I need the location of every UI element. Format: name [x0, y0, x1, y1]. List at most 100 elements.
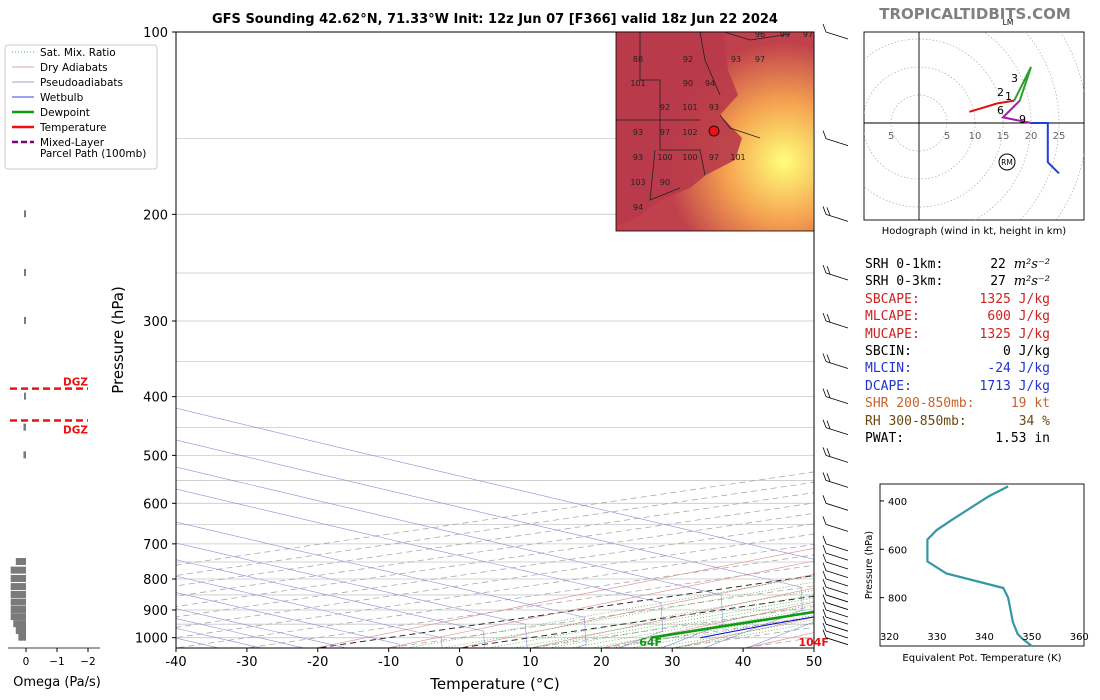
omega-tick-label: −1	[49, 656, 64, 668]
wind-barb-flag	[822, 622, 827, 632]
wind-barb-staff	[825, 637, 849, 646]
map-temperature-label: 90	[660, 178, 670, 187]
wind-barb-staff	[825, 552, 849, 561]
omega-bar	[13, 620, 26, 628]
legend-label: Temperature	[39, 122, 107, 134]
pseudoadiabat	[176, 521, 587, 648]
omega-tick-label: 0	[23, 656, 30, 668]
wind-barb-staff	[825, 630, 849, 639]
location-map-inset: 96 99 97 88 92 93 97 101 90 94 92 101 93 93 97 102 93 100…	[616, 32, 814, 231]
omega-bar	[10, 598, 26, 606]
map-temperature-label: 93	[709, 103, 719, 112]
map-temperature-label: 90	[683, 79, 693, 88]
index-value: 1713 J/kg	[979, 378, 1050, 394]
y-tick-label: 600	[143, 497, 168, 512]
wind-barb-flag	[822, 206, 827, 215]
map-temperature-label: 93	[633, 153, 643, 162]
legend-label: Dewpoint	[40, 107, 90, 119]
wind-barb-flag	[822, 535, 827, 545]
wind-barb-flag	[822, 130, 827, 139]
pseudoadiabat	[176, 542, 528, 648]
index-row: MUCAPE: 1325 J/kg	[865, 326, 1050, 343]
wind-barb-flag	[826, 207, 831, 216]
map-temperature-label: 97	[660, 128, 670, 137]
wind-barb-staff	[825, 272, 849, 281]
dgz-label: DGZ	[63, 425, 88, 437]
y-tick-label: 200	[143, 208, 168, 223]
hodograph-frame	[863, 31, 1085, 221]
map-temperature-label: 93	[633, 128, 643, 137]
pseudoadiabat	[176, 407, 814, 648]
theta-e-y-tick-label: 600	[888, 545, 907, 556]
isotherm	[176, 523, 814, 618]
index-row: MLCAPE: 600 J/kg	[865, 308, 1050, 325]
y-tick-label: 900	[143, 604, 168, 619]
wind-barb-staff	[825, 138, 849, 147]
index-unit: m²s⁻²	[1013, 274, 1050, 290]
omega-bar	[24, 392, 26, 400]
wind-barb-staff	[825, 623, 849, 632]
index-label: SBCAPE:	[865, 291, 920, 307]
skewt-plot: 1246810131620243036 -40-30-20-1001020304…	[109, 26, 829, 693]
index-row: SRH 0-3km: 27 m²s⁻²	[865, 273, 1050, 290]
wind-barb-staff	[825, 31, 849, 40]
x-tick-label: 20	[593, 655, 610, 670]
index-row: PWAT: 1.53 in	[865, 430, 1050, 447]
wind-barb-staff	[825, 361, 849, 369]
theta-e-x-tick-label: 330	[927, 632, 946, 643]
surface-dewpoint-label: 64F	[639, 636, 662, 649]
wind-barb-staff	[825, 609, 849, 618]
map-temperature-label: 101	[682, 103, 697, 112]
theta-e-x-tick-label: 340	[975, 632, 994, 643]
map-temperature-label: 100	[682, 153, 697, 162]
omega-bar	[15, 627, 26, 635]
wind-barb-staff	[825, 502, 849, 511]
hodograph-height-label: 2	[997, 86, 1004, 99]
x-tick-label: -40	[165, 655, 186, 670]
omega-bar	[10, 605, 26, 613]
map-temperature-label: 103	[630, 178, 645, 187]
index-row: RH 300-850mb: 34 %	[865, 413, 1050, 430]
wind-barb-staff	[825, 213, 849, 222]
y-tick-label: 1000	[135, 632, 168, 647]
index-value: 1325 J/kg	[979, 291, 1050, 307]
theta-e-line	[926, 485, 1033, 647]
wind-barb-staff	[825, 602, 849, 610]
index-label: DCAPE:	[865, 378, 912, 394]
theta-e-y-tick-label: 400	[888, 497, 907, 508]
isotherm	[176, 492, 814, 587]
map-temperature-label: 100	[657, 153, 672, 162]
wind-barb-flag	[822, 388, 827, 397]
isotherm	[176, 533, 814, 628]
pseudoadiabat	[176, 439, 803, 648]
index-row: SHR 200-850mb: 19 kt	[865, 395, 1050, 412]
map-temperature-label: 94	[705, 79, 715, 88]
pseudoadiabat	[176, 466, 724, 648]
omega-bar	[10, 574, 26, 582]
wind-barb-flag	[822, 578, 827, 588]
pseudoadiabat	[176, 628, 263, 648]
dgz-label: DGZ	[63, 377, 88, 389]
wind-barb-flag	[822, 447, 827, 456]
pseudoadiabat	[176, 559, 486, 648]
hodograph-segment	[1000, 99, 1032, 124]
hodograph-tick-label: 10	[969, 131, 982, 142]
wind-barb-staff	[825, 578, 849, 587]
index-label: SBCIN:	[865, 344, 912, 360]
hodograph-tick-label: 20	[1025, 131, 1038, 142]
wind-barb-staff	[825, 523, 849, 532]
map-temperature-label: 93	[731, 55, 741, 64]
pseudoadiabat	[176, 592, 400, 648]
theta-e-x-label: Equivalent Pot. Temperature (K)	[902, 653, 1061, 664]
wind-barb-flag	[822, 264, 827, 274]
wind-barb-flag	[822, 594, 827, 603]
wind-barb-flag	[822, 419, 827, 428]
legend-label: Mixed-Layer Parcel Path (100mb)	[40, 137, 146, 160]
legend-box	[4, 44, 158, 170]
wind-barb-flag	[822, 472, 827, 481]
wind-barb-flag	[826, 389, 831, 398]
wind-barb-flag	[822, 570, 827, 580]
hodograph-height-label: 1	[1005, 90, 1012, 103]
theta-e-y-tick-label: 800	[888, 594, 907, 605]
